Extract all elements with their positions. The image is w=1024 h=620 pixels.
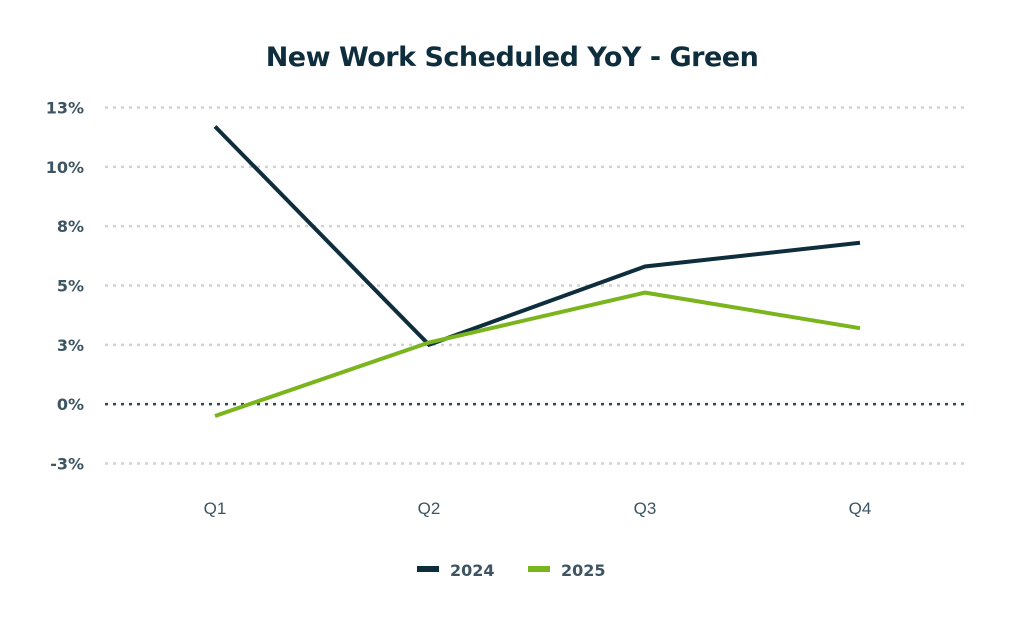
legend-swatch	[417, 566, 439, 572]
legend-label: 2024	[450, 561, 495, 580]
y-axis-ticks: 13% 10% 8% 5% 3% 0% -3%	[46, 99, 84, 474]
y-tick-label: 10%	[46, 158, 84, 177]
x-tick-label: Q3	[634, 499, 657, 518]
series-line-2025	[214, 290, 861, 418]
legend-label: 2025	[561, 561, 606, 580]
y-tick-label: 13%	[46, 99, 84, 118]
x-tick-label: Q2	[418, 499, 441, 518]
y-tick-label: 3%	[57, 336, 84, 355]
y-tick-label: 8%	[57, 217, 84, 236]
chart-title: New Work Scheduled YoY - Green	[266, 42, 759, 73]
legend-item-2025: 2025	[528, 561, 606, 580]
legend-item-2024: 2024	[417, 561, 495, 580]
y-tick-label: 0%	[57, 395, 84, 414]
series-lines	[213, 125, 861, 418]
y-tick-label: -3%	[50, 455, 84, 474]
x-axis-ticks: Q1 Q2 Q3 Q4	[204, 499, 872, 518]
legend-swatch	[528, 566, 550, 572]
x-tick-label: Q4	[849, 499, 872, 518]
legend: 2024 2025	[417, 561, 606, 580]
x-tick-label: Q1	[204, 499, 227, 518]
series-line-2024	[213, 125, 861, 348]
y-tick-label: 5%	[57, 277, 84, 296]
